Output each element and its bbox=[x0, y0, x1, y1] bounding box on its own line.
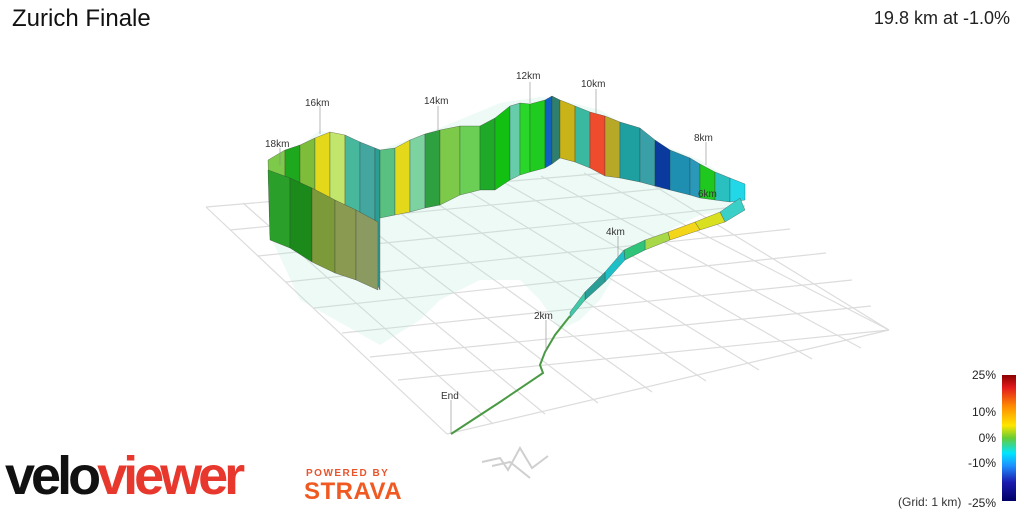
gradient-colorbar bbox=[1002, 375, 1016, 501]
km-marker-ticks bbox=[279, 82, 707, 434]
route-summary: 19.8 km at -1.0% bbox=[873, 8, 1010, 28]
legend-label-minus-25: -25% bbox=[967, 496, 996, 510]
route-title: Zurich Finale bbox=[12, 5, 151, 32]
km-marker-6: 6km bbox=[698, 189, 717, 200]
legend-label-25: 25% bbox=[971, 368, 996, 382]
km-marker-4: 4km bbox=[606, 227, 625, 238]
km-marker-10: 10km bbox=[581, 79, 605, 90]
km-marker-18: 18km bbox=[265, 139, 289, 150]
legend-label-0: 0% bbox=[978, 431, 996, 445]
powered-by-label: POWERED BY bbox=[306, 468, 390, 479]
km-marker-16: 16km bbox=[305, 98, 329, 109]
elevation-wall-near bbox=[267, 169, 379, 291]
logo-viewer: viewer bbox=[97, 446, 245, 506]
km-marker-8: 8km bbox=[694, 133, 713, 144]
route-line bbox=[450, 315, 571, 435]
km-marker-12: 12km bbox=[516, 71, 540, 82]
km-marker-14: 14km bbox=[424, 96, 448, 107]
km-marker-end: End bbox=[441, 391, 459, 402]
logo-velo: velo bbox=[5, 446, 101, 506]
strava-logo[interactable]: STRAVA bbox=[304, 478, 403, 505]
legend-label-10: 10% bbox=[971, 405, 996, 419]
legend-label-minus-10: -10% bbox=[967, 456, 996, 470]
km-marker-2: 2km bbox=[534, 311, 553, 322]
compass-icon bbox=[481, 445, 549, 479]
veloviewer-logo[interactable]: veloviewer bbox=[5, 446, 245, 506]
elevation-wall-descent bbox=[569, 197, 746, 319]
grid-note: (Grid: 1 km) bbox=[898, 495, 962, 509]
